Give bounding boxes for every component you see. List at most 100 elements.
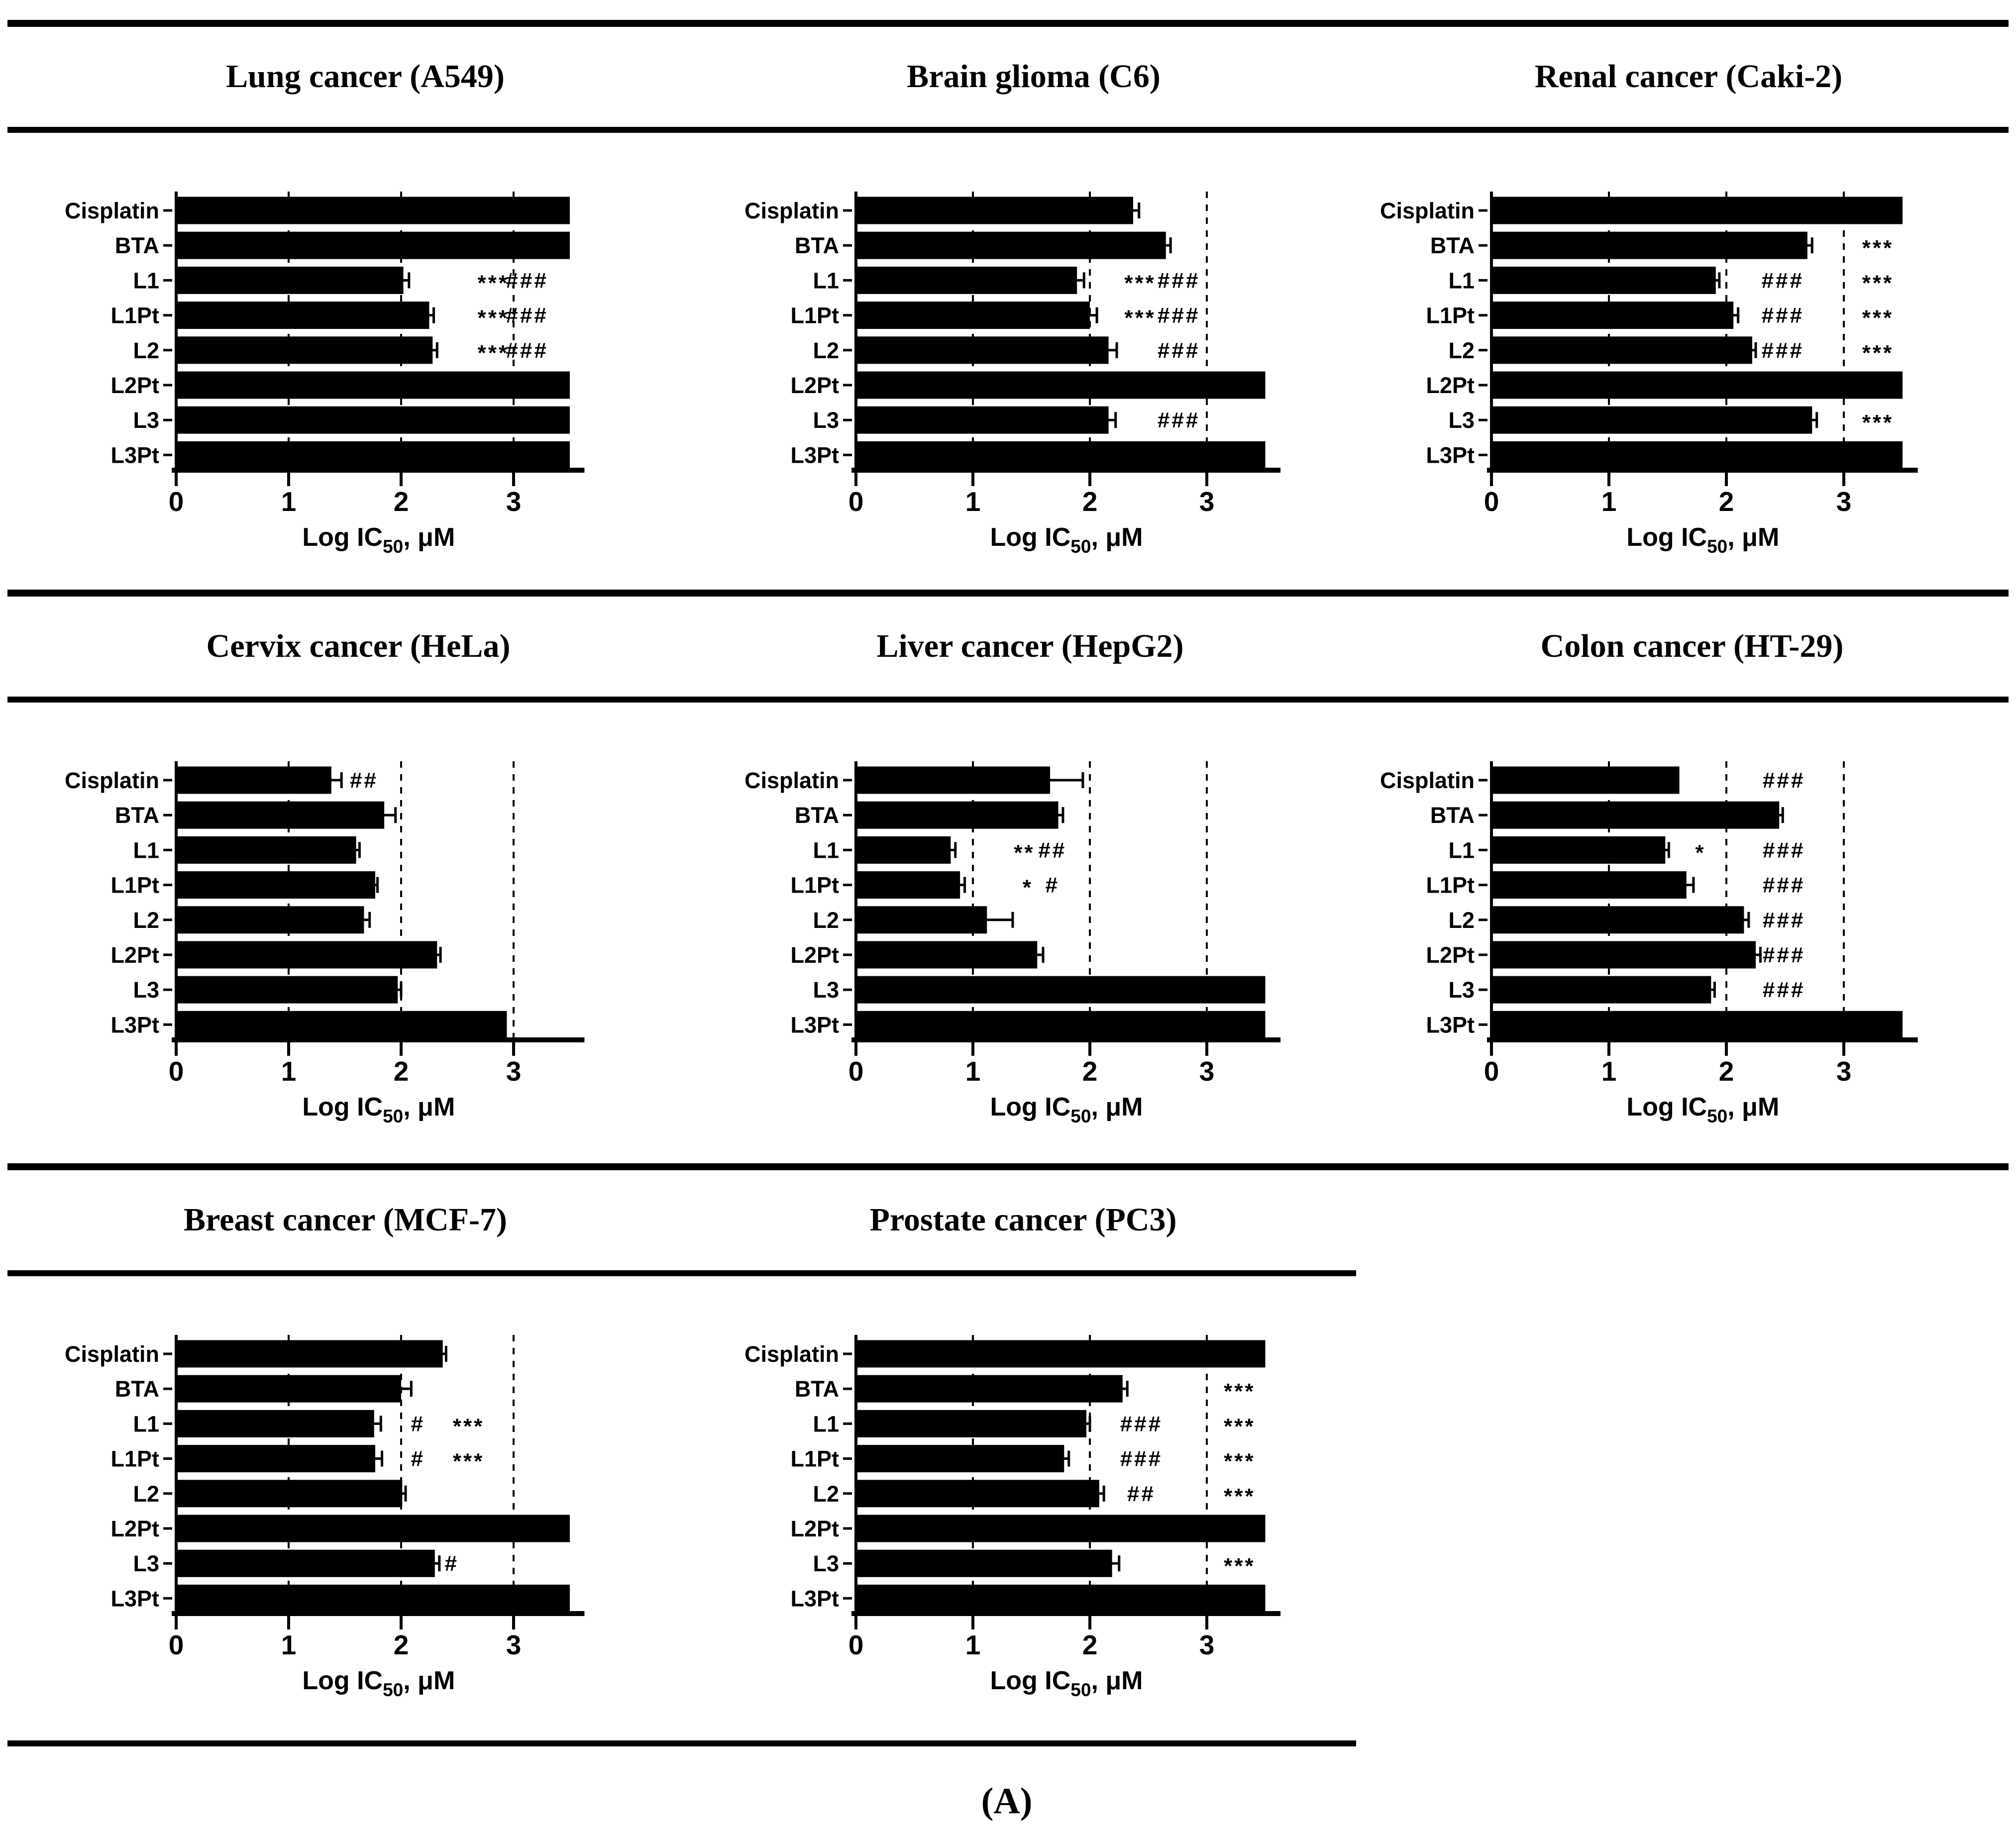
bar-L3Pt	[1491, 1011, 1903, 1038]
significance-marker: ###	[1158, 268, 1200, 293]
chart-panel-HeLa: Cisplatin ## BTA L1 L1Pt L2 L2Pt L3 L3Pt 0 1 2 3 Log …	[65, 761, 585, 1126]
bar-L2Pt	[856, 371, 1266, 399]
significance-marker: #	[411, 1447, 425, 1471]
bar-L2Pt	[176, 1515, 570, 1542]
bar-L1Pt	[176, 302, 429, 329]
bar-Cisplatin	[856, 766, 1051, 794]
x-tick-label: 2	[1082, 1629, 1098, 1660]
significance-marker: ***	[1224, 1484, 1255, 1509]
significance-marker: ***	[478, 341, 509, 365]
category-label: L3Pt	[790, 442, 839, 468]
x-tick-label: 0	[169, 486, 184, 517]
category-label: BTA	[795, 803, 839, 828]
x-axis-title-sub: 50	[383, 536, 403, 557]
category-label: L3	[1448, 407, 1475, 433]
category-label: L3Pt	[110, 442, 159, 468]
significance-marker: ***	[1124, 271, 1156, 295]
x-axis-title: Log IC50, μM	[302, 1093, 455, 1126]
bar-L1	[856, 1410, 1086, 1437]
significance-marker: **	[1014, 840, 1035, 865]
significance-marker: ##	[1127, 1482, 1156, 1506]
bar-BTA	[176, 801, 385, 829]
x-tick-label: 2	[394, 486, 409, 517]
category-label: BTA	[1430, 803, 1475, 828]
x-tick-label: 1	[965, 1056, 981, 1087]
x-axis-title-main: Log IC	[302, 523, 383, 552]
x-axis-title: Log IC50, μM	[990, 523, 1143, 557]
category-label: L3Pt	[110, 1012, 159, 1037]
category-label: Cisplatin	[65, 1341, 159, 1367]
x-axis-title: Log IC50, μM	[990, 1666, 1143, 1700]
bar-Cisplatin	[1491, 766, 1680, 794]
x-axis-title-sub: 50	[1707, 1106, 1727, 1126]
chart-title-caki2: Renal cancer (Caki-2)	[1534, 58, 1843, 95]
chart-title-ht29: Colon cancer (HT-29)	[1540, 628, 1844, 664]
bar-L1Pt	[856, 1445, 1064, 1473]
significance-marker: ###	[1120, 1412, 1163, 1436]
x-tick-label: 1	[281, 486, 297, 517]
category-label: L1	[133, 268, 159, 293]
chart-title-mcf7: Breast cancer (MCF-7)	[184, 1202, 507, 1238]
significance-marker: ###	[1763, 943, 1805, 967]
bar-L2Pt	[1491, 371, 1903, 399]
category-label: BTA	[115, 1376, 159, 1402]
bar-Cisplatin	[176, 1340, 443, 1368]
category-label: BTA	[795, 1376, 839, 1402]
bar-BTA	[176, 231, 570, 259]
significance-marker: ###	[506, 338, 548, 363]
category-label: L1Pt	[110, 303, 159, 328]
category-label: Cisplatin	[65, 768, 159, 793]
category-label: L1Pt	[790, 303, 839, 328]
category-label: L3	[1448, 977, 1475, 1003]
x-axis-title-unit: , μM	[403, 1666, 455, 1695]
bar-L2	[856, 1480, 1099, 1508]
category-label: L1Pt	[790, 1446, 839, 1472]
significance-marker: ###	[1762, 268, 1804, 293]
x-tick-label: 1	[281, 1629, 297, 1660]
bar-L2Pt	[176, 371, 570, 399]
bar-BTA	[856, 1375, 1123, 1403]
bar-L1Pt	[1491, 302, 1734, 329]
bar-L1Pt	[856, 302, 1090, 329]
x-axis-title: Log IC50, μM	[1626, 1093, 1779, 1126]
significance-marker: ***	[1224, 1449, 1255, 1474]
significance-marker: #	[1046, 873, 1060, 898]
significance-marker: ###	[1763, 873, 1805, 898]
bar-L2	[1491, 336, 1752, 364]
chart-title-pc3: Prostate cancer (PC3)	[869, 1202, 1177, 1238]
category-label: BTA	[1430, 233, 1475, 258]
x-axis-title-main: Log IC	[990, 1093, 1071, 1121]
category-label: L2	[1448, 338, 1475, 363]
bar-L1Pt	[856, 871, 960, 899]
section-rule-below-titles-row1	[7, 127, 2009, 133]
bar-L3	[856, 1549, 1112, 1577]
x-axis-title-sub: 50	[1070, 1106, 1091, 1126]
section-rule-below-titles-row3	[7, 1270, 1356, 1276]
x-axis-title-main: Log IC	[990, 523, 1071, 552]
bar-L3	[1491, 406, 1812, 434]
x-axis-title-main: Log IC	[302, 1093, 383, 1121]
category-label: BTA	[115, 803, 159, 828]
x-axis-title-main: Log IC	[1626, 523, 1707, 552]
category-label: Cisplatin	[1380, 198, 1475, 223]
x-axis-title-sub: 50	[1070, 1680, 1091, 1700]
significance-marker: *	[1023, 876, 1033, 900]
significance-marker: ***	[1124, 306, 1156, 330]
significance-marker: ###	[1763, 908, 1805, 932]
bar-L1	[176, 266, 404, 294]
x-tick-label: 0	[1484, 1056, 1499, 1087]
x-axis-title-unit: , μM	[403, 523, 455, 552]
x-tick-label: 1	[1601, 1056, 1617, 1087]
bar-BTA	[1491, 801, 1780, 829]
bar-L1	[856, 266, 1077, 294]
category-label: L2	[813, 338, 839, 363]
x-tick-label: 2	[1082, 486, 1098, 517]
chart-panel-PC3: Cisplatin BTA *** L1 ### *** L1Pt ### *** L2 ## ***…	[744, 1335, 1281, 1700]
category-label: Cisplatin	[744, 1341, 839, 1367]
chart-title-hepg2: Liver cancer (HepG2)	[876, 628, 1184, 664]
category-label: L2Pt	[110, 373, 159, 398]
category-label: L3	[133, 977, 159, 1003]
bar-L3Pt	[1491, 441, 1903, 469]
significance-marker: ###	[506, 268, 548, 293]
